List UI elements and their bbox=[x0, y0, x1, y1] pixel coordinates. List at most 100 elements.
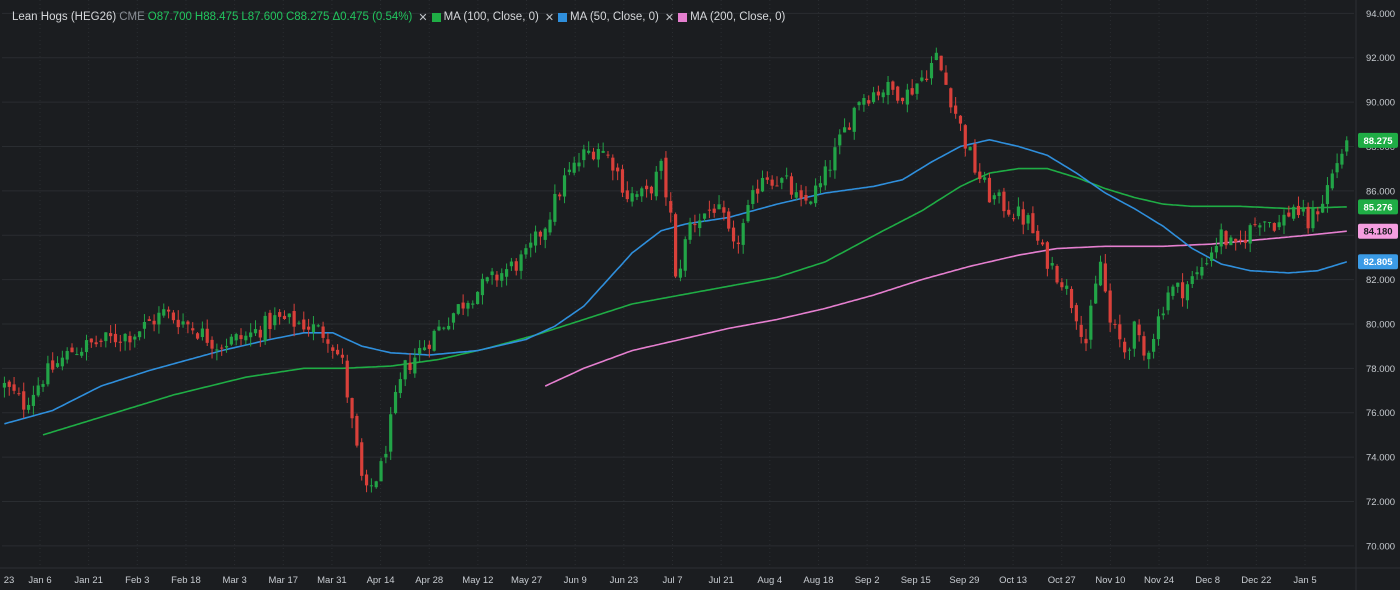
candle bbox=[558, 192, 562, 201]
candle bbox=[1340, 148, 1344, 169]
y-tick-label: 82.000 bbox=[1366, 275, 1395, 286]
candle bbox=[171, 310, 176, 324]
candle bbox=[1142, 331, 1146, 361]
candle bbox=[142, 314, 147, 339]
candle bbox=[616, 163, 620, 181]
candle bbox=[369, 478, 373, 493]
candle bbox=[1335, 153, 1339, 179]
candle bbox=[379, 457, 383, 482]
candle bbox=[1031, 206, 1035, 234]
candle bbox=[1036, 225, 1040, 245]
y-tick-label: 78.000 bbox=[1366, 364, 1395, 375]
candle bbox=[1156, 309, 1161, 346]
candle bbox=[345, 354, 349, 403]
svg-text:84.180: 84.180 bbox=[1363, 227, 1392, 238]
candle bbox=[673, 212, 678, 279]
candle bbox=[606, 151, 610, 159]
x-tick-label: Sep 29 bbox=[949, 575, 979, 586]
y-tick-label: 86.000 bbox=[1366, 186, 1395, 197]
candle bbox=[104, 332, 108, 348]
candle bbox=[287, 313, 291, 324]
legend-ma50[interactable]: MA (50, Close, 0) bbox=[570, 11, 659, 23]
candle bbox=[220, 344, 224, 356]
candle bbox=[900, 97, 905, 105]
candle bbox=[678, 259, 683, 282]
candle bbox=[311, 316, 316, 341]
candle bbox=[340, 348, 345, 364]
candle bbox=[789, 172, 794, 199]
x-tick-label: Aug 4 bbox=[757, 575, 782, 586]
candle bbox=[1118, 314, 1122, 348]
candle bbox=[123, 333, 127, 351]
candle bbox=[562, 167, 567, 204]
y-tick-label: 74.000 bbox=[1366, 453, 1395, 464]
legend-ma200[interactable]: MA (200, Close, 0) bbox=[690, 11, 786, 23]
candle bbox=[514, 258, 518, 276]
close-x-icon[interactable]: ✕ bbox=[418, 11, 428, 24]
candle bbox=[582, 144, 586, 168]
candle bbox=[451, 312, 456, 330]
candle bbox=[553, 184, 557, 226]
candle bbox=[1137, 319, 1141, 342]
price-badge: 88.275 bbox=[1358, 132, 1398, 148]
x-tick-label: Feb 18 bbox=[171, 575, 201, 586]
candle bbox=[1166, 286, 1170, 315]
candle bbox=[1311, 200, 1315, 232]
candle bbox=[1234, 238, 1238, 251]
candle bbox=[780, 177, 784, 190]
candle bbox=[867, 95, 871, 107]
x-tick-label: Jan 6 bbox=[28, 575, 51, 586]
close-x-icon[interactable]: ✕ bbox=[664, 11, 675, 24]
candle bbox=[693, 214, 697, 233]
legend-ma100[interactable]: MA (100, Close, 0) bbox=[443, 11, 539, 23]
candle bbox=[567, 162, 571, 176]
x-tick-label: Dec 8 bbox=[1195, 575, 1220, 586]
candle bbox=[775, 176, 779, 187]
candle bbox=[1094, 275, 1098, 305]
candle bbox=[736, 235, 740, 254]
candle bbox=[485, 276, 489, 284]
candle bbox=[384, 445, 388, 464]
x-tick-label: Jul 21 bbox=[708, 575, 733, 586]
candle bbox=[263, 311, 267, 345]
candle bbox=[1321, 195, 1325, 214]
candle bbox=[195, 332, 200, 340]
candle bbox=[307, 318, 311, 337]
candlesticks bbox=[2, 47, 1349, 493]
candle bbox=[620, 164, 625, 198]
candle bbox=[852, 106, 856, 140]
candle bbox=[200, 321, 204, 341]
candle bbox=[2, 376, 7, 398]
candle bbox=[461, 294, 465, 316]
candle bbox=[70, 343, 74, 353]
candle bbox=[1098, 255, 1103, 287]
candle bbox=[645, 179, 649, 198]
x-tick-label: Apr 28 bbox=[415, 575, 443, 586]
candle bbox=[1253, 217, 1257, 227]
x-tick-label: Mar 3 bbox=[222, 575, 246, 586]
candle bbox=[94, 335, 98, 348]
candle bbox=[1325, 176, 1330, 213]
candle bbox=[538, 230, 542, 245]
candle bbox=[717, 195, 721, 210]
candle bbox=[944, 65, 948, 85]
candle bbox=[456, 303, 460, 316]
candle bbox=[118, 334, 122, 352]
candle bbox=[823, 160, 827, 191]
candle bbox=[509, 257, 514, 272]
candle bbox=[925, 70, 929, 82]
candle bbox=[799, 184, 803, 207]
candle bbox=[215, 343, 219, 361]
candle bbox=[640, 186, 644, 202]
candle bbox=[364, 469, 369, 493]
x-tick-label: Nov 24 bbox=[1144, 575, 1174, 586]
legend-open: O87.700 bbox=[147, 11, 192, 23]
y-tick-label: 80.000 bbox=[1366, 319, 1395, 330]
candle bbox=[99, 338, 103, 348]
close-x-icon[interactable]: ✕ bbox=[544, 11, 555, 24]
candle bbox=[80, 347, 84, 358]
candle bbox=[138, 331, 142, 341]
candle bbox=[1200, 257, 1204, 280]
candle bbox=[635, 190, 639, 201]
